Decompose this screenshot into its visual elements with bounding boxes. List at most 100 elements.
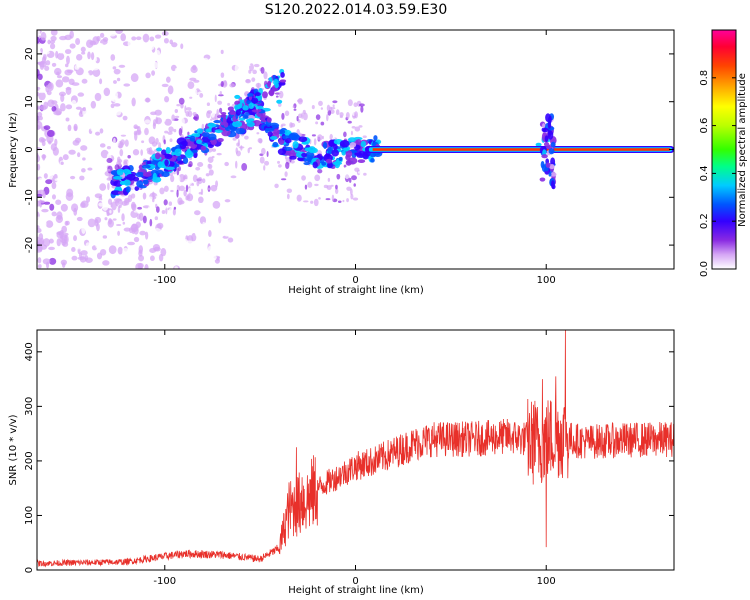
spectrogram-cell [184,126,189,132]
spectrogram-cell [240,61,244,71]
spectrogram-cell [42,50,50,55]
spectrogram-cell [37,115,40,124]
spectrogram-cell [117,246,123,255]
y-tick-label: 0 [24,567,35,573]
spectrogram-cell [142,33,150,43]
spectrogram-cell [69,30,74,39]
spectrogram-cell [275,95,279,98]
spectrogram-cell [247,47,254,52]
spectrogram-cell [247,185,251,193]
spectrogram-ylabel: Frequency (Hz) [8,112,19,188]
spectrogram-cell [267,131,273,137]
spectrogram-cell [49,43,56,50]
spectrogram-cell [279,155,286,162]
spectrogram-cell [284,171,288,177]
spectrogram-cell [146,78,154,87]
spectrogram-cell [301,175,306,181]
spectrogram-cell [222,116,227,124]
spectrogram-cell [267,80,272,86]
spectrogram-cell [45,60,51,66]
spectrogram-cell [178,250,185,258]
spectrogram-cell [170,252,178,259]
spectrogram-cell [314,183,319,187]
spectrogram-cell [331,116,337,121]
spectrogram-cell [258,148,262,154]
spectrogram-cell [42,220,47,228]
spectrogram-cell [127,154,131,159]
spectrogram-cell [106,67,110,72]
spectrogram-cell [161,206,167,209]
spectrogram-cell [177,160,185,164]
spectrogram-cell [168,201,173,206]
spectrogram-cell [37,142,40,147]
spectrogram-cell [277,102,282,107]
spectrogram-image [37,30,674,269]
spectrogram-cell [354,126,361,132]
spectrogram-cell [226,204,232,209]
spectrogram-cell [310,200,314,204]
spectrogram-cell [323,126,326,132]
spectrogram-cell [81,168,86,173]
spectrogram-cell [165,166,175,170]
spectrogram-cell [281,178,287,181]
spectrogram-cell [301,141,309,145]
spectrogram-cell [141,140,145,144]
spectrogram-cell [80,46,86,53]
spectrogram-cell [174,109,179,114]
spectrogram-cell [132,176,140,182]
spectrogram-cell [37,73,43,81]
spectrogram-cell [237,138,240,147]
spectrogram-cell [240,33,246,39]
spectrogram-cell [87,218,96,228]
spectrogram-cell [292,116,298,120]
spectrogram-cell [51,211,57,217]
spectrogram-cell [70,175,76,180]
spectrogram-cell [172,184,178,192]
spectrogram-cell [110,90,118,100]
spectrogram-cell [54,67,62,76]
spectrogram-cell [137,206,142,210]
spectrogram-cell [353,183,356,187]
spectrogram-cell [131,185,136,189]
colorbar: 0.0 0.2 0.4 0.6 0.8 Normalized spectral ampl… [699,29,748,277]
spectrogram-cell [96,166,101,175]
spectrogram-cell [303,200,309,203]
spectrogram-cell [279,79,287,83]
spectrogram-cell [106,36,113,46]
spectrogram-cell [196,139,203,145]
spectrogram-cell [152,191,155,198]
spectrogram-cell [63,232,69,236]
spectrogram-cell [341,105,347,112]
spectrogram-cell [155,137,159,145]
spectrogram-cell [217,137,224,143]
spectrogram-cell [133,158,137,166]
spectrogram-cell [147,106,155,112]
spectrogram-cell [37,48,41,52]
spectrogram-cell [336,173,341,180]
spectrogram-cell [37,121,43,130]
spectrogram-cell [155,206,160,213]
spectrogram-cell [163,37,169,44]
spectrogram-cell [344,166,349,174]
spectrogram-cell [131,228,136,235]
spectrogram-cell [134,126,140,129]
spectrogram-band [372,148,671,151]
spectrogram-cell [321,135,324,140]
spectrogram-cell [37,257,42,264]
spectrogram-cell [232,137,237,141]
spectrogram-cell [113,68,121,75]
spectrogram-cell [75,37,81,45]
spectrogram-cell [232,167,236,171]
spectrogram-cell [207,156,214,163]
spectrogram-cell [280,71,285,78]
spectrogram-cell [248,69,252,74]
spectrogram-cell [40,31,47,41]
spectrogram-cell [165,146,171,154]
spectrogram-cell [244,63,251,67]
spectrogram-cell [49,169,53,177]
spectrogram-cell [251,97,259,104]
spectrogram-cell [302,109,306,115]
spectrogram-cell [117,170,124,176]
spectrogram-cell [163,185,169,192]
